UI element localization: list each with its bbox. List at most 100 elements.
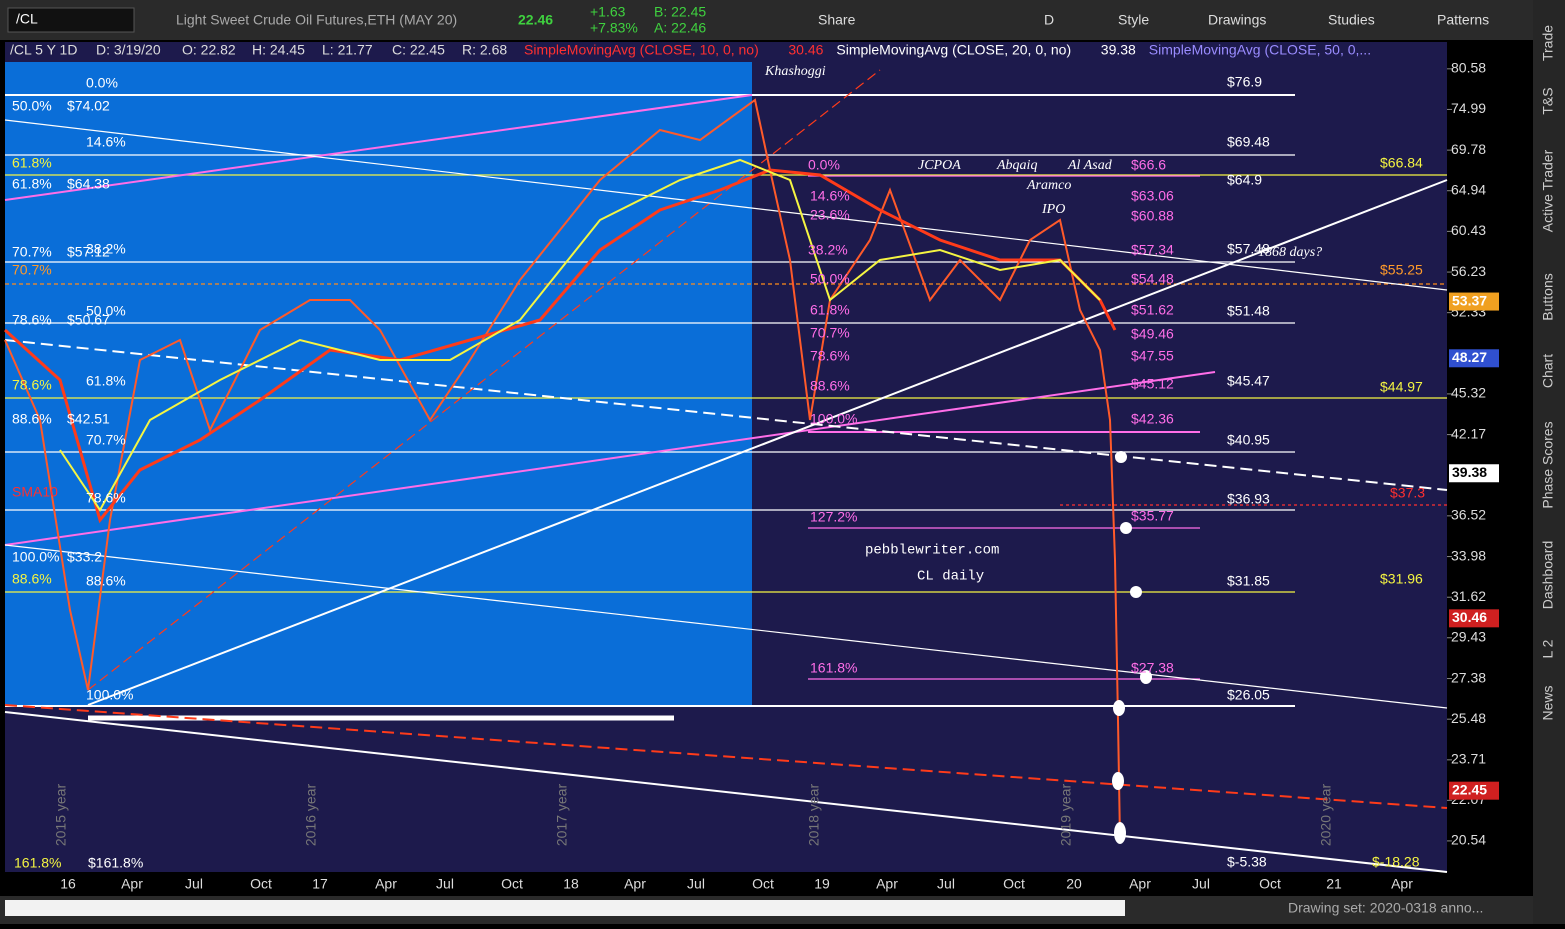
- toolbar-button[interactable]: Studies: [1328, 12, 1375, 28]
- sidebar: [1533, 0, 1565, 924]
- study-name: SimpleMovingAvg (CLOSE, 50, 0,...: [1149, 42, 1371, 58]
- time-label: Apr: [1391, 876, 1413, 892]
- annotation: 161.8%: [14, 855, 61, 871]
- time-label: 20: [1066, 876, 1082, 892]
- year-watermark: 2015 year: [53, 784, 69, 847]
- annotation: 70.7%: [810, 325, 850, 341]
- annotation: $161.8%: [88, 855, 143, 871]
- time-label: Oct: [250, 876, 272, 892]
- sidebar-tab[interactable]: Trade: [1540, 25, 1556, 61]
- annotation: 0.0%: [808, 157, 840, 173]
- annotation: $74.02: [67, 98, 110, 114]
- annotation: $35.77: [1131, 508, 1174, 524]
- sidebar-tab[interactable]: Dashboard: [1540, 541, 1556, 610]
- annotation: 100.0%: [12, 549, 59, 565]
- price-tag: [1449, 781, 1499, 800]
- time-label: 17: [312, 876, 328, 892]
- toolbar-button[interactable]: D: [1044, 12, 1054, 28]
- time-label: 16: [60, 876, 76, 892]
- sidebar-tab[interactable]: Buttons: [1540, 273, 1556, 320]
- toolbar-button[interactable]: Patterns: [1437, 12, 1489, 28]
- annotation: $26.05: [1227, 687, 1270, 703]
- annotation: 38.2%: [86, 241, 126, 257]
- annotation: $44.97: [1380, 379, 1423, 395]
- bid: B: 22.45: [654, 4, 706, 20]
- price-tick-label: 64.94: [1451, 181, 1486, 197]
- time-axis-bg: [0, 872, 1533, 896]
- time-label: Jul: [1192, 876, 1210, 892]
- sidebar-tab[interactable]: L 2: [1540, 639, 1556, 658]
- annotation: 161.8%: [810, 660, 857, 676]
- description: Light Sweet Crude Oil Futures,ETH (MAY 2…: [176, 12, 457, 28]
- annotation: 61.8%: [12, 155, 52, 171]
- study-value: 30.46: [788, 42, 823, 58]
- annotation: 78.6%: [86, 490, 126, 506]
- price-tag: [1449, 609, 1499, 628]
- price-tag-label: 53.37: [1452, 292, 1487, 308]
- annotation: 70.7%: [12, 244, 52, 260]
- sidebar-tab[interactable]: T&S: [1540, 87, 1556, 114]
- price-tick-label: 60.43: [1451, 222, 1486, 238]
- annotation: $66.6: [1131, 157, 1166, 173]
- header-item: C: 22.45: [392, 42, 445, 58]
- study-name: SimpleMovingAvg (CLOSE, 10, 0, no): [524, 42, 759, 58]
- time-label: Apr: [1129, 876, 1151, 892]
- toolbar: [0, 0, 1565, 40]
- year-watermark: 2017 year: [554, 784, 570, 847]
- annotation: $60.88: [1131, 208, 1174, 224]
- annotation: 50.0%: [86, 303, 126, 319]
- annotation: $64.38: [67, 176, 110, 192]
- annotation: $49.46: [1131, 326, 1174, 342]
- header-item: H: 24.45: [252, 42, 305, 58]
- sidebar-tab[interactable]: Phase Scores: [1540, 421, 1556, 508]
- annotation: $27.38: [1131, 660, 1174, 676]
- annotation: 50.0%: [810, 271, 850, 287]
- sidebar-tab[interactable]: Active Trader: [1540, 149, 1556, 232]
- time-label: Oct: [752, 876, 774, 892]
- annotation: JCPOA: [918, 158, 961, 173]
- toolbar-button[interactable]: Share: [818, 12, 856, 28]
- annotation: 23.6%: [810, 207, 850, 223]
- price-tick-label: 31.62: [1451, 588, 1486, 604]
- sidebar-tab[interactable]: Chart: [1540, 354, 1556, 388]
- annotation: 88.6%: [12, 571, 52, 587]
- annotation: 88.6%: [86, 573, 126, 589]
- annotation: $47.55: [1131, 348, 1174, 364]
- header-item: R: 2.68: [462, 42, 507, 58]
- annotation: 100.0%: [810, 411, 857, 427]
- price-tick-label: 20.54: [1451, 832, 1486, 848]
- time-label: Jul: [687, 876, 705, 892]
- annotation: $57.48: [1227, 241, 1270, 257]
- annotation: $33.2: [67, 549, 102, 565]
- sidebar-tab[interactable]: News: [1540, 685, 1556, 720]
- toolbar-button[interactable]: Style: [1118, 12, 1149, 28]
- year-watermark: 2020 year: [1318, 784, 1334, 847]
- annotation: 78.6%: [12, 377, 52, 393]
- annotation: $66.84: [1380, 155, 1423, 171]
- annotation: 61.8%: [12, 176, 52, 192]
- price-tag: [1449, 349, 1499, 368]
- toolbar-button[interactable]: Drawings: [1208, 12, 1266, 28]
- annotation: $42.36: [1131, 411, 1174, 427]
- change: +1.63: [590, 4, 626, 20]
- symbol[interactable]: /CL: [16, 11, 38, 27]
- price-tick-label: 56.23: [1451, 263, 1486, 279]
- price-tick-label: 33.98: [1451, 547, 1486, 563]
- annotation: $-18.28: [1372, 854, 1420, 870]
- annotation: $37.3: [1390, 485, 1425, 501]
- scrollbar[interactable]: [5, 900, 1125, 916]
- time-label: Oct: [1003, 876, 1025, 892]
- annotation: 38.2%: [808, 242, 848, 258]
- annotation: 1868 days?: [1258, 245, 1322, 260]
- time-label: Jul: [185, 876, 203, 892]
- annotation: 14.6%: [86, 134, 126, 150]
- annotation: 14.6%: [810, 188, 850, 204]
- time-label: Apr: [624, 876, 646, 892]
- header-item: O: 22.82: [182, 42, 236, 58]
- symbol-box[interactable]: [7, 7, 135, 33]
- annotation: 78.6%: [12, 312, 52, 328]
- study-value: 39.38: [1101, 42, 1136, 58]
- time-label: Apr: [121, 876, 143, 892]
- annotation: $57.12: [67, 244, 110, 260]
- price-tick-label: 42.17: [1451, 425, 1486, 441]
